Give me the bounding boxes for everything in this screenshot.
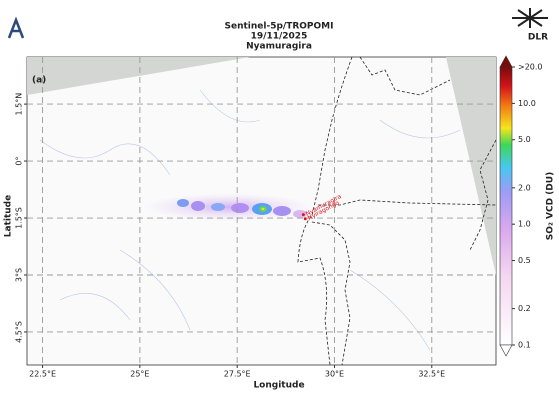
no-data [446, 57, 496, 275]
no-data [27, 57, 250, 95]
colorbar [499, 66, 513, 346]
colorbar-extend [499, 344, 513, 357]
y-tick-label: 1.5°N [15, 93, 24, 116]
colorbar-tick-label: 2.0 [518, 183, 531, 192]
logo-text: DLR [528, 33, 548, 43]
x-tick-label: 30°E [325, 370, 344, 379]
y-axis-label: Latitude [4, 195, 14, 237]
colorbar-label: SO₂ VCD (DU) [546, 172, 556, 240]
logo-left [7, 16, 25, 39]
y-tick-label: 3°S [15, 268, 24, 282]
colorbar-tick-label: 0.5 [518, 256, 531, 265]
map-content [27, 57, 496, 365]
colorbar-tick-label: 5.0 [518, 135, 531, 144]
colorbar-tick-label: 1.0 [518, 220, 531, 229]
y-tick-label: 0° [15, 157, 24, 166]
colorbar-tick-label: >20.0 [518, 63, 543, 72]
panel-label: (a) [32, 76, 46, 86]
x-tick-label: 32.5°E [418, 370, 445, 379]
colorbar-extend [499, 55, 513, 68]
x-tick-label: 22.5°E [29, 370, 56, 379]
logo-emblem [512, 8, 548, 28]
volcano-marker [303, 217, 307, 221]
colorbar-tick-label: 10.0 [518, 99, 536, 108]
y-tick-label: 4.5°S [15, 321, 24, 343]
x-axis-label: Longitude [253, 381, 304, 391]
x-tick-label: 25°E [130, 370, 149, 379]
y-tick-label: 1.5°S [15, 207, 24, 229]
title-line: Nyamuragira [246, 42, 312, 52]
volcano-marker [301, 213, 305, 217]
x-tick-label: 27.5°E [224, 370, 251, 379]
title-line: 19/11/2025 [251, 32, 308, 42]
colorbar-tick-label: 0.2 [518, 304, 531, 313]
title-line: Sentinel-5p/TROPOMI [225, 22, 334, 32]
colorbar-tick-label: 0.1 [518, 341, 531, 350]
